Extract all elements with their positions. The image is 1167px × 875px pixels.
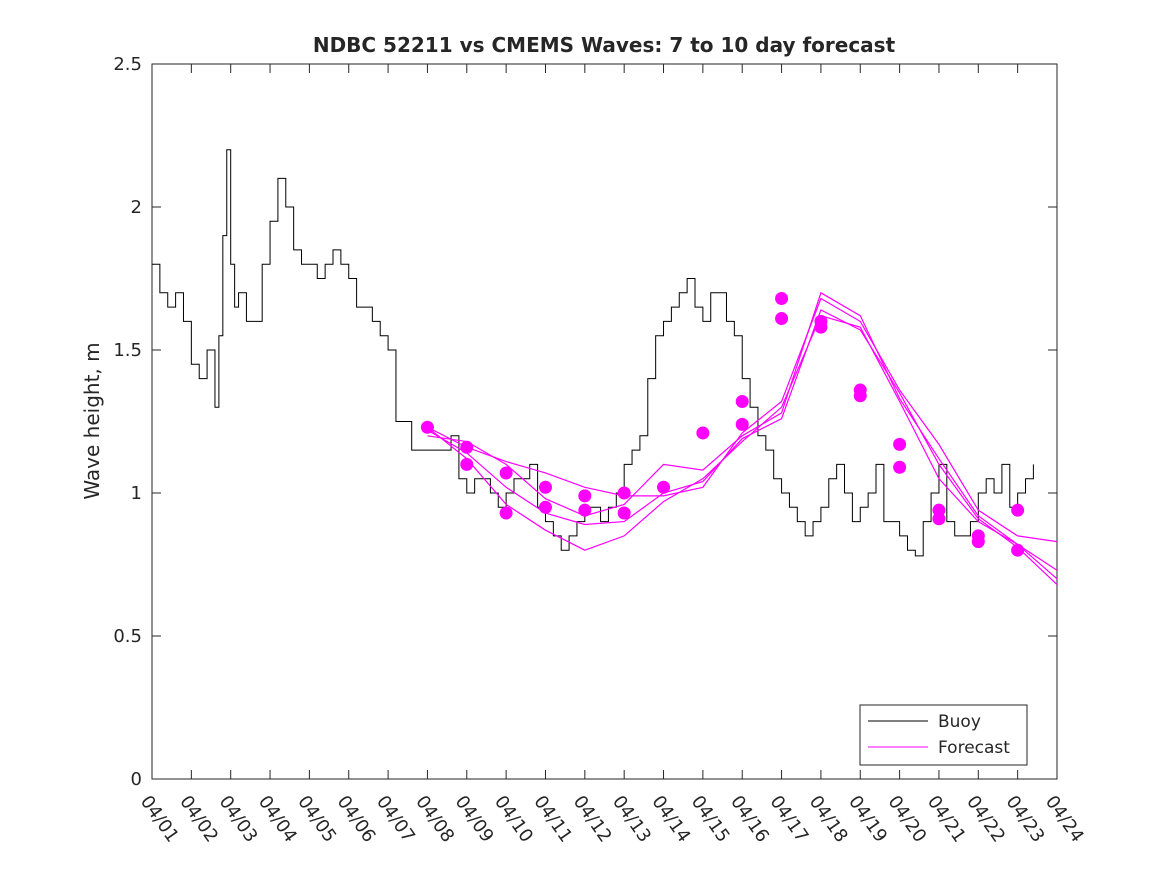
legend-box (859, 704, 1028, 766)
forecast-marker (1011, 543, 1025, 557)
y-tick-label: 0.5 (113, 626, 142, 647)
forecast-marker (460, 440, 474, 454)
forecast-run-line-2 (427, 314, 1058, 571)
plot-area (151, 63, 1058, 780)
y-tick-label: 1 (131, 483, 142, 504)
axes-box (151, 63, 1058, 780)
forecast-marker (578, 489, 592, 503)
forecast-marker (893, 437, 907, 451)
marker-layer (420, 292, 1025, 557)
forecast-marker (775, 292, 789, 306)
forecast-run-line-4 (427, 309, 1058, 585)
forecast-run-line-1 (427, 297, 1058, 543)
forecast-marker (932, 512, 946, 526)
forecast-marker (735, 394, 749, 408)
forecast-marker (420, 420, 434, 434)
forecast-marker (617, 486, 631, 500)
y-tick-label: 1.5 (113, 340, 142, 361)
forecast-marker (499, 506, 513, 520)
series-layer (152, 149, 1058, 585)
forecast-marker (538, 480, 552, 494)
y-tick-label: 0 (131, 769, 142, 790)
forecast-marker (775, 312, 789, 326)
forecast-marker (499, 466, 513, 480)
forecast-marker (1011, 503, 1025, 517)
forecast-marker (893, 460, 907, 474)
legend-forecast-label: Forecast (938, 738, 1010, 758)
forecast-marker (971, 535, 985, 549)
forecast-run-line-3 (427, 291, 1058, 580)
forecast-marker (657, 480, 671, 494)
forecast-marker (460, 457, 474, 471)
legend: Buoy Forecast (859, 704, 1028, 766)
chart-title: NDBC 52211 vs CMEMS Waves: 7 to 10 day f… (313, 33, 896, 57)
forecast-marker (853, 389, 867, 403)
y-tick-label: 2.5 (113, 54, 142, 75)
forecast-marker (538, 500, 552, 514)
forecast-marker (617, 506, 631, 520)
forecast-marker (696, 426, 710, 440)
y-tick-label: 2 (131, 197, 142, 218)
buoy-series-line (152, 149, 1034, 557)
forecast-marker (578, 503, 592, 517)
forecast-marker (735, 417, 749, 431)
forecast-marker (814, 320, 828, 334)
y-axis-label: Wave height, m (80, 342, 104, 499)
legend-buoy-label: Buoy (938, 712, 981, 732)
